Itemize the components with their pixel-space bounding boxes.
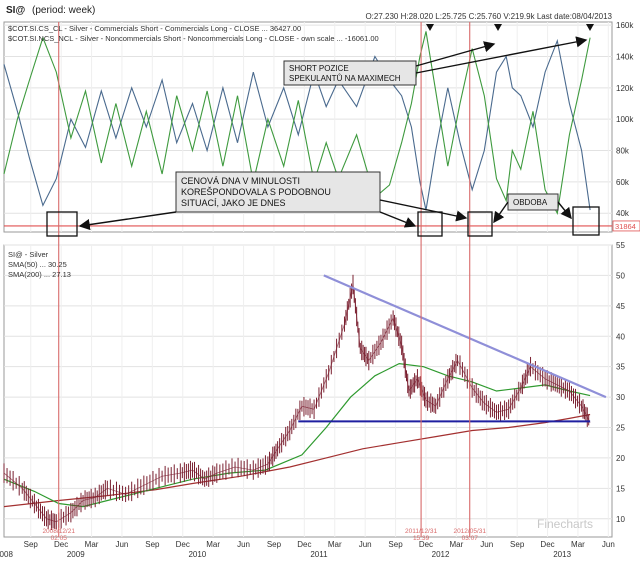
arrow-to-2011-bottom bbox=[379, 211, 417, 228]
price-legend: SI@ - Silver SMA(50) ... 30.25 SMA(200) … bbox=[8, 250, 71, 279]
cot-legend-noncommercials: $COT.SI.NCS_NCL - Silver - Noncommercial… bbox=[8, 34, 379, 43]
bottom-box-2012 bbox=[467, 211, 493, 237]
analog-callout: OBDOBA bbox=[507, 193, 559, 211]
axis-layer: 40k 60k 80k 100k 120k 140k 160k 10 15 20 25 30 35 40 4… bbox=[0, 21, 634, 559]
peak-marker-2013 bbox=[586, 24, 594, 31]
x-tick-label: Mar bbox=[206, 540, 220, 549]
grid-layer bbox=[4, 22, 612, 537]
peak-marker-2011 bbox=[426, 24, 434, 31]
price-bottoms-callout: CENOVÁ DNA V MINULOSTI KOREŠPONDOVALA S P… bbox=[175, 171, 381, 213]
cot-y-tick-label: 160k bbox=[616, 21, 634, 30]
marker-layer: 2008/12/21 02:05 2011/12/31 15:39 2012/05/31… bbox=[42, 22, 486, 542]
price-legend-sma50: SMA(50) ... 30.25 bbox=[8, 260, 67, 269]
series-layer: 31864 bbox=[3, 31, 640, 531]
date-marker-label: 2012/05/31 03:07 bbox=[453, 528, 486, 542]
silver-price-line bbox=[3, 284, 591, 523]
price-legend-silver: SI@ - Silver bbox=[8, 250, 49, 259]
cot-legend-commercials: $COT.SI.CS_CL - Silver - Commercials Sho… bbox=[8, 24, 301, 33]
price-y-tick-label: 15 bbox=[616, 484, 625, 493]
downtrend-line bbox=[323, 274, 607, 399]
cot-y-tick-label: 140k bbox=[616, 52, 634, 61]
annotation-arrows bbox=[78, 36, 588, 231]
cot-y-tick-label: 60k bbox=[616, 178, 630, 187]
price-y-tick-label: 25 bbox=[616, 424, 625, 433]
x-year-label: 2009 bbox=[67, 550, 85, 559]
x-year-label: 2013 bbox=[553, 550, 571, 559]
cot-legend: $COT.SI.CS_CL - Silver - Commercials Sho… bbox=[8, 24, 379, 43]
short-positions-label: SHORT POZICE SPEKULANTŮ NA MAXIMECH bbox=[289, 64, 401, 83]
price-bottoms-label: CENOVÁ DNA V MINULOSTI KOREŠPONDOVALA S P… bbox=[181, 176, 331, 208]
bottom-box-2013 bbox=[572, 206, 600, 236]
x-year-label: 2010 bbox=[188, 550, 206, 559]
price-y-tick-label: 50 bbox=[616, 271, 625, 280]
ohlc-stats: O:27.230 H:28.020 L:25.725 C:25.760 V:21… bbox=[365, 12, 612, 21]
peak-marker-2012 bbox=[494, 24, 502, 31]
arrow-analog-right bbox=[557, 201, 572, 220]
x-year-label: 2008 bbox=[0, 550, 13, 559]
price-legend-sma200: SMA(200) ... 27.13 bbox=[8, 270, 71, 279]
short-positions-callout: SHORT POZICE SPEKULANTŮ NA MAXIMECH bbox=[283, 60, 417, 86]
price-y-tick-label: 45 bbox=[616, 302, 625, 311]
x-tick-label: Dec bbox=[297, 540, 311, 549]
bottom-box-2008 bbox=[46, 211, 78, 237]
x-tick-label: Dec bbox=[176, 540, 190, 549]
x-tick-label: Jun bbox=[359, 540, 372, 549]
bottom-box-2011 bbox=[417, 211, 443, 237]
watermark: Finecharts bbox=[537, 517, 593, 531]
arrow-to-2012-short-peak bbox=[415, 41, 496, 67]
cot-noncommercials-line bbox=[3, 31, 591, 215]
price-bottoms-box bbox=[175, 171, 381, 213]
x-tick-label: Dec bbox=[540, 540, 554, 549]
cot-level-value: 31864 bbox=[615, 222, 636, 231]
cot-y-tick-label: 80k bbox=[616, 147, 630, 156]
analog-label: OBDOBA bbox=[513, 198, 548, 207]
cot-y-tick-label: 120k bbox=[616, 84, 634, 93]
peak-markers bbox=[426, 24, 594, 31]
arrow-to-2013-short-peak bbox=[415, 36, 588, 74]
short-positions-box bbox=[283, 60, 417, 86]
x-tick-label: Sep bbox=[24, 540, 39, 549]
cot-y-tick-label: 100k bbox=[616, 115, 634, 124]
x-tick-label: Sep bbox=[267, 540, 282, 549]
x-year-label: 2012 bbox=[432, 550, 450, 559]
x-year-label: 2011 bbox=[310, 550, 328, 559]
cot-y-tick-label: 40k bbox=[616, 209, 630, 218]
x-tick-label: Sep bbox=[145, 540, 160, 549]
price-y-tick-label: 20 bbox=[616, 454, 625, 463]
arrow-to-2008-bottom bbox=[78, 211, 177, 231]
x-tick-label: Dec bbox=[419, 540, 433, 549]
x-tick-label: Jun bbox=[602, 540, 615, 549]
x-tick-label: Jun bbox=[115, 540, 128, 549]
cot-commercials-line bbox=[3, 38, 591, 211]
price-y-tick-label: 10 bbox=[616, 515, 625, 524]
price-y-tick-label: 35 bbox=[616, 363, 625, 372]
chart-symbol: SI@ bbox=[6, 5, 25, 16]
bottom-highlights bbox=[46, 206, 600, 237]
chart-period: (period: week) bbox=[32, 5, 95, 16]
x-tick-label: Sep bbox=[510, 540, 525, 549]
x-tick-label: Mar bbox=[85, 540, 99, 549]
x-tick-label: Sep bbox=[388, 540, 403, 549]
x-tick-label: Mar bbox=[449, 540, 463, 549]
date-marker-label: 2011/12/31 15:39 bbox=[405, 528, 437, 542]
price-y-tick-label: 40 bbox=[616, 332, 625, 341]
x-tick-label: Mar bbox=[328, 540, 342, 549]
date-marker-label: 2008/12/21 02:05 bbox=[42, 528, 75, 542]
price-y-tick-label: 55 bbox=[616, 241, 625, 250]
arrow-analog-left bbox=[493, 201, 509, 224]
price-y-tick-label: 30 bbox=[616, 393, 625, 402]
x-tick-label: Jun bbox=[237, 540, 250, 549]
cot-level-badge bbox=[612, 220, 640, 232]
x-tick-label: Dec bbox=[54, 540, 68, 549]
x-tick-label: Jun bbox=[480, 540, 493, 549]
sma50-line bbox=[3, 362, 591, 508]
arrow-to-2012-bottom bbox=[379, 199, 468, 222]
x-tick-label: Mar bbox=[571, 540, 585, 549]
